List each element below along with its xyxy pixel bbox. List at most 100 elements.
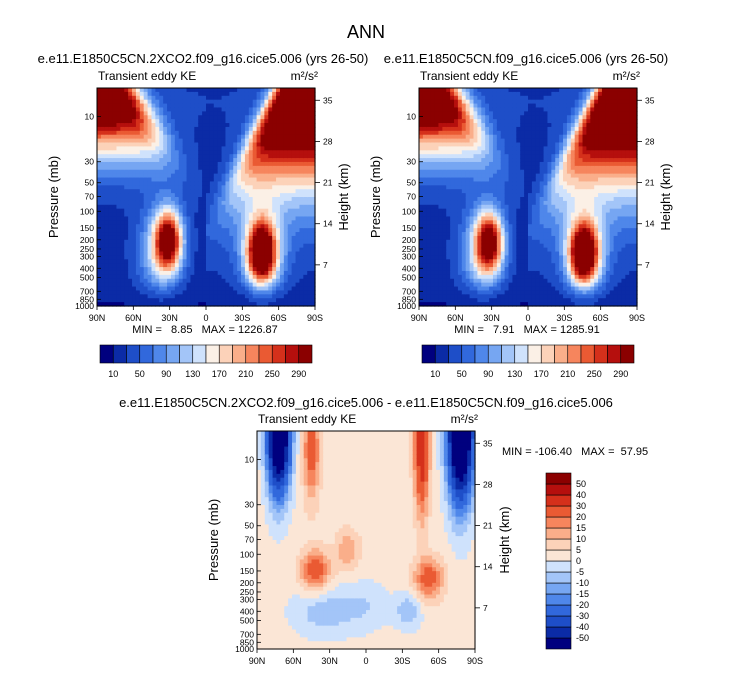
heatmap-cell [143,165,149,171]
heatmap-cell [151,263,156,268]
heatmap-cell [469,88,475,93]
heatmap-cell [311,290,316,295]
latitude-tick-label: 30N [161,313,178,323]
heatmap-cell [108,181,114,186]
heatmap-cell [170,302,176,307]
heatmap-cell [132,150,137,155]
heatmap-cell [190,232,195,237]
heatmap-cell [237,103,242,109]
heatmap-cell [311,239,316,245]
heatmap-cell [104,189,110,194]
heatmap-cell [151,294,156,299]
heatmap-cell [276,138,281,144]
heatmap-cell [182,208,188,214]
heatmap-cell [496,103,502,109]
heatmap-cell [190,255,195,260]
heatmap-cell [241,142,246,147]
heatmap-cell [167,259,172,264]
heatmap-cell [422,158,428,163]
heatmap-cell [465,142,471,147]
heatmap-cell [194,247,199,253]
heatmap-cell [268,173,273,179]
heatmap-cell [272,161,277,167]
heatmap-cell [508,302,514,307]
heatmap-cell [311,123,316,128]
heatmap-cell [198,270,203,276]
heatmap-cell [97,247,102,253]
heatmap-cell [473,126,478,132]
heatmap-cell [430,134,436,140]
heatmap-cell [485,169,490,175]
heatmap-cell [520,243,525,249]
heatmap-cell [190,239,195,245]
heatmap-cell [135,278,141,284]
heatmap-cell [100,142,106,147]
heatmap-cell [264,302,269,307]
heatmap-cell [481,298,486,303]
heatmap-cell [198,282,203,288]
heatmap-cell [283,197,289,202]
heatmap-cell [151,208,156,214]
heatmap-cell [182,251,188,256]
heatmap-cell [442,173,447,179]
heatmap-cell [524,274,529,280]
heatmap-cell [276,165,281,171]
heatmap-cell [477,278,482,284]
heatmap-cell [477,239,482,245]
heatmap-cell [116,177,121,183]
heatmap-cell [229,103,234,109]
heatmap-cell [209,267,215,272]
heatmap-cell [124,212,129,218]
heatmap-cell [535,111,541,116]
heatmap-cell [163,228,168,233]
heatmap-cell [419,270,424,276]
heatmap-cell [194,177,199,183]
heatmap-cell [194,146,199,151]
heatmap-cell [128,165,133,171]
heatmap-cell [186,115,192,120]
heatmap-cell [438,232,443,237]
heatmap-cell [198,154,203,159]
heatmap-cell [496,232,502,237]
heatmap-cell [132,204,137,210]
heatmap-cell [135,298,141,303]
heatmap-cell [461,267,467,272]
heatmap-cell [104,119,110,124]
heatmap-cell [512,173,517,179]
heatmap-cell [283,146,289,151]
heatmap-cell [430,235,436,241]
heatmap-cell [473,107,478,112]
heatmap-cell [182,185,188,190]
heatmap-cell [516,134,521,140]
heatmap-cell [190,165,195,171]
heatmap-cell [163,95,168,101]
heatmap-cell [287,115,293,120]
heatmap-cell [465,150,471,155]
heatmap-cell [531,123,537,128]
heatmap-cell [155,99,160,105]
heatmap-cell [213,154,219,159]
heatmap-cell [473,161,478,167]
heatmap-cell [147,134,153,140]
heatmap-cell [539,274,545,280]
heatmap-cell [496,154,502,159]
heatmap-cell [446,259,451,264]
heatmap-cell [190,247,195,253]
heatmap-cell [233,243,238,249]
heatmap-cell [147,150,153,155]
heatmap-cell [151,255,156,260]
heatmap-cell [430,212,436,218]
heatmap-cell [139,91,145,97]
heatmap-cell [155,220,160,225]
heatmap-cell [100,212,106,218]
pressure-tick-label: 70 [85,192,95,202]
heatmap-cell [260,270,265,276]
heatmap-cell [163,134,168,140]
heatmap-cell [159,134,164,140]
heatmap-cell [97,232,102,237]
heatmap-cell [492,224,498,229]
heatmap-cell [516,193,521,198]
heatmap-cell [485,294,490,299]
heatmap-cell [194,119,199,124]
heatmap-cell [256,95,262,101]
